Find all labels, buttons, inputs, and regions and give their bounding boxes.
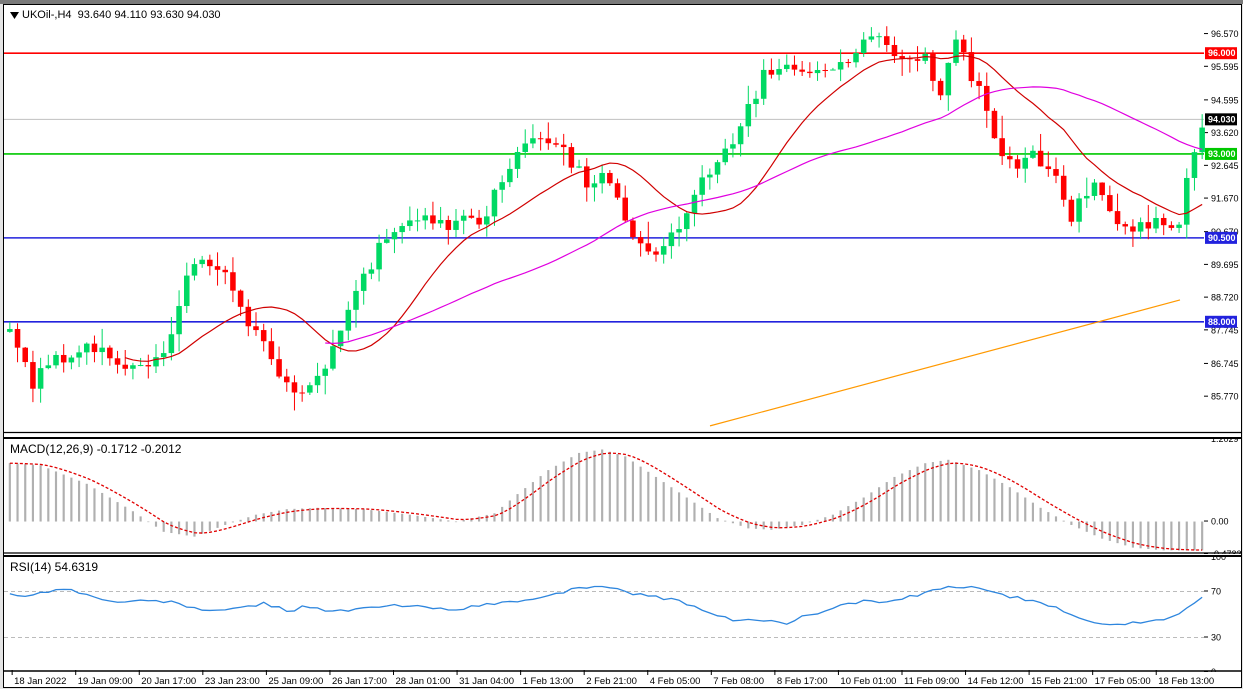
svg-text:95.595: 95.595 xyxy=(1211,62,1239,72)
svg-text:17 Feb 05:00: 17 Feb 05:00 xyxy=(1095,676,1151,687)
svg-text:25 Jan 09:00: 25 Jan 09:00 xyxy=(268,676,323,687)
svg-text:8 Feb 17:00: 8 Feb 17:00 xyxy=(777,676,828,687)
svg-text:85.770: 85.770 xyxy=(1211,392,1239,402)
svg-text:26 Jan 17:00: 26 Jan 17:00 xyxy=(332,676,387,687)
svg-text:90.500: 90.500 xyxy=(1208,233,1236,243)
svg-text:7 Feb 08:00: 7 Feb 08:00 xyxy=(713,676,764,687)
svg-text:100: 100 xyxy=(1211,557,1226,562)
svg-text:14 Feb 12:00: 14 Feb 12:00 xyxy=(968,676,1024,687)
svg-text:96.000: 96.000 xyxy=(1208,48,1236,58)
svg-text:18 Feb 13:00: 18 Feb 13:00 xyxy=(1158,676,1214,687)
svg-text:88.720: 88.720 xyxy=(1211,293,1239,303)
svg-text:93.000: 93.000 xyxy=(1208,149,1236,159)
svg-text:86.745: 86.745 xyxy=(1211,359,1239,369)
svg-text:88.000: 88.000 xyxy=(1208,317,1236,327)
svg-text:1 Feb 13:00: 1 Feb 13:00 xyxy=(523,676,574,687)
svg-text:94.030: 94.030 xyxy=(1208,114,1236,124)
svg-text:10 Feb 01:00: 10 Feb 01:00 xyxy=(840,676,896,687)
svg-text:28 Jan 01:00: 28 Jan 01:00 xyxy=(396,676,451,687)
svg-text:23 Jan 23:00: 23 Jan 23:00 xyxy=(205,676,260,687)
svg-text:2 Feb 21:00: 2 Feb 21:00 xyxy=(586,676,637,687)
svg-text:19 Jan 09:00: 19 Jan 09:00 xyxy=(78,676,133,687)
svg-text:96.570: 96.570 xyxy=(1211,29,1239,39)
svg-text:11 Feb 09:00: 11 Feb 09:00 xyxy=(904,676,959,687)
svg-text:91.670: 91.670 xyxy=(1211,194,1239,204)
svg-text:20 Jan 17:00: 20 Jan 17:00 xyxy=(141,676,196,687)
svg-text:93.620: 93.620 xyxy=(1211,128,1239,138)
svg-text:94.595: 94.595 xyxy=(1211,95,1239,105)
svg-text:4 Feb 05:00: 4 Feb 05:00 xyxy=(650,676,701,687)
svg-text:18 Jan 2022: 18 Jan 2022 xyxy=(14,676,66,687)
svg-text:31 Jan 04:00: 31 Jan 04:00 xyxy=(459,676,514,687)
svg-text:1.2029: 1.2029 xyxy=(1211,439,1239,444)
svg-text:70: 70 xyxy=(1211,587,1221,597)
svg-text:15 Feb 21:00: 15 Feb 21:00 xyxy=(1031,676,1087,687)
svg-text:92.645: 92.645 xyxy=(1211,161,1239,171)
svg-text:0.00: 0.00 xyxy=(1211,517,1229,527)
svg-text:30: 30 xyxy=(1211,633,1221,643)
svg-text:89.695: 89.695 xyxy=(1211,260,1239,270)
